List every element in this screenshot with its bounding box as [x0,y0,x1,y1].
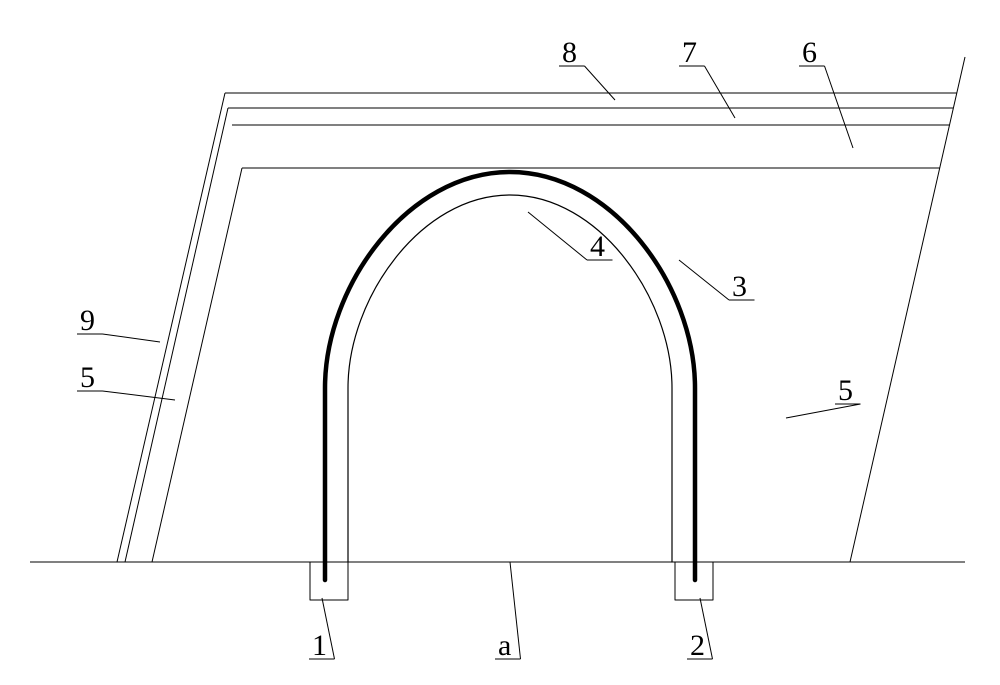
callout-label-2: 2 [690,629,705,662]
left-socket [310,562,348,600]
callout-label-9: 9 [80,304,95,337]
top-layer-6 [242,125,940,168]
top-layer-8 [228,93,953,108]
callout-label-a: a [498,629,511,662]
callout-label-5l: 5 [80,361,95,394]
callout-label-8: 8 [562,36,577,69]
callout-label-3: 3 [732,270,747,303]
tunnel-arch-inner [348,195,672,562]
top-layer-7 [232,108,950,125]
callout-label-7: 7 [682,36,697,69]
callout-label-6: 6 [802,36,817,69]
right-socket [675,562,713,600]
callout-label-1: 1 [312,629,327,662]
right-slope [850,57,965,562]
